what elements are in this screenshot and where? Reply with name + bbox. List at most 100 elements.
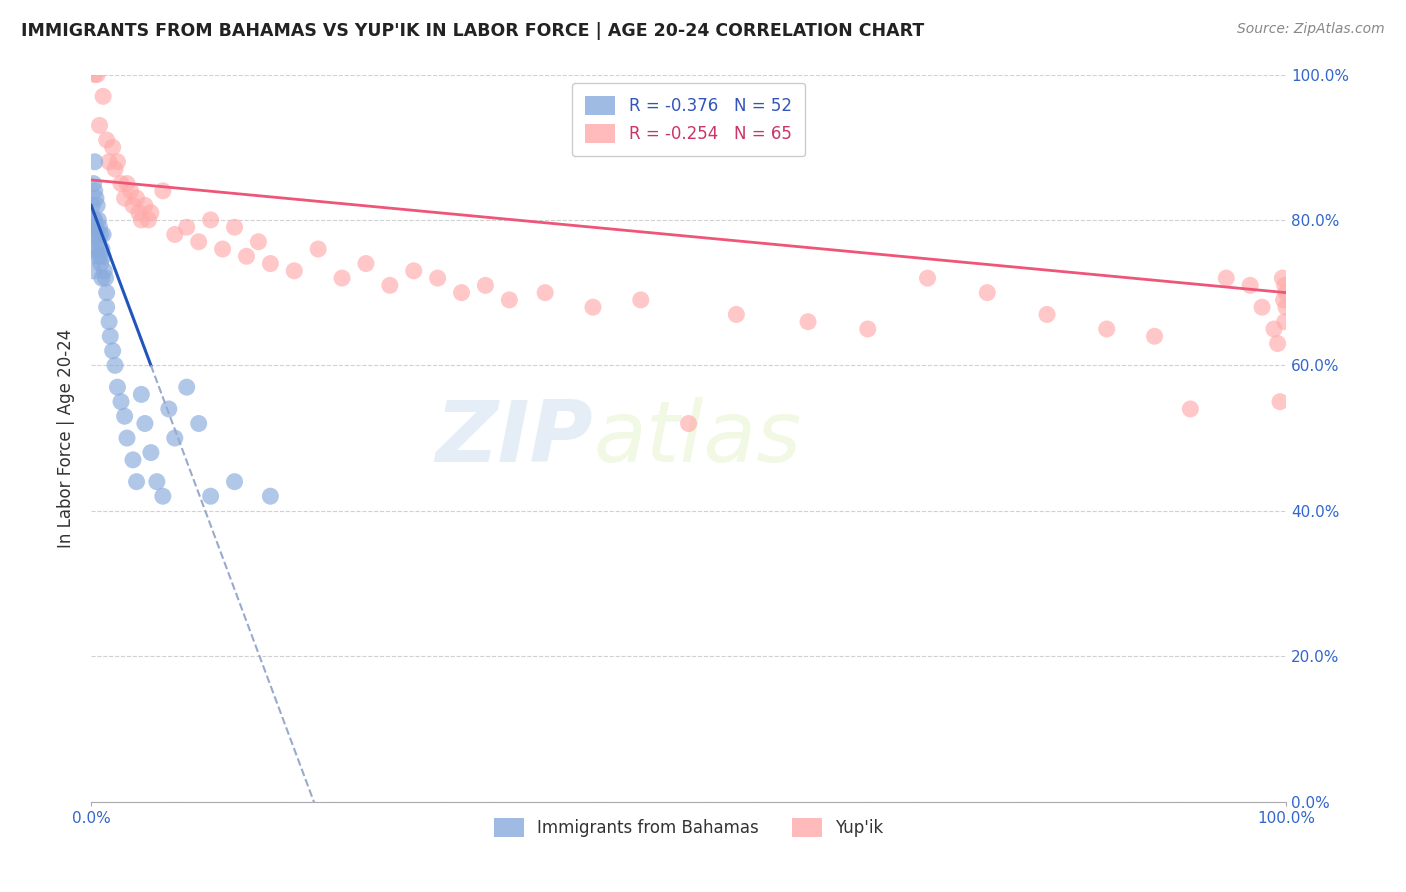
Point — [90, 227, 112, 242]
Point — [1271, 271, 1294, 285]
Y-axis label: In Labor Force | Age 20-24: In Labor Force | Age 20-24 — [58, 328, 75, 548]
Point — [107, 380, 129, 394]
Point — [224, 475, 246, 489]
Point — [224, 220, 246, 235]
Point — [134, 198, 156, 212]
Point — [200, 213, 222, 227]
Point — [1274, 278, 1296, 293]
Point — [98, 329, 121, 343]
Point — [131, 387, 153, 401]
Point — [1263, 322, 1285, 336]
Point — [354, 256, 377, 270]
Point — [114, 409, 136, 424]
Point — [93, 264, 115, 278]
Point — [84, 220, 107, 235]
Text: atlas: atlas — [593, 397, 801, 480]
Point — [138, 213, 160, 227]
Point — [678, 417, 700, 431]
Point — [82, 198, 104, 212]
Point — [96, 133, 118, 147]
Point — [152, 489, 174, 503]
Point — [83, 213, 105, 227]
Point — [917, 271, 939, 285]
Point — [104, 162, 127, 177]
Point — [96, 300, 118, 314]
Point — [630, 293, 652, 307]
Point — [104, 359, 127, 373]
Point — [1251, 300, 1274, 314]
Point — [87, 213, 110, 227]
Point — [1267, 336, 1289, 351]
Point — [259, 256, 281, 270]
Point — [187, 417, 209, 431]
Point — [125, 475, 148, 489]
Point — [86, 68, 108, 82]
Point — [122, 453, 145, 467]
Point — [131, 213, 153, 227]
Point — [86, 249, 108, 263]
Point — [259, 489, 281, 503]
Point — [83, 177, 105, 191]
Point — [139, 205, 162, 219]
Point — [83, 184, 105, 198]
Text: ZIP: ZIP — [436, 397, 593, 480]
Point — [725, 308, 748, 322]
Point — [82, 242, 104, 256]
Point — [91, 249, 114, 263]
Point — [450, 285, 472, 300]
Point — [283, 264, 305, 278]
Point — [83, 213, 105, 227]
Point — [146, 475, 169, 489]
Point — [107, 154, 129, 169]
Point — [89, 220, 111, 235]
Point — [125, 191, 148, 205]
Point — [426, 271, 449, 285]
Point — [101, 140, 124, 154]
Point — [120, 184, 142, 198]
Point — [114, 191, 136, 205]
Point — [83, 227, 105, 242]
Point — [582, 300, 605, 314]
Point — [90, 271, 112, 285]
Point — [1275, 300, 1298, 314]
Point — [498, 293, 520, 307]
Point — [176, 220, 198, 235]
Point — [157, 401, 180, 416]
Point — [83, 264, 105, 278]
Point — [83, 154, 105, 169]
Point — [98, 154, 121, 169]
Point — [797, 315, 820, 329]
Point — [98, 315, 121, 329]
Point — [163, 227, 186, 242]
Point — [115, 431, 138, 445]
Point — [1180, 401, 1202, 416]
Point — [976, 285, 998, 300]
Point — [1215, 271, 1237, 285]
Point — [378, 278, 401, 293]
Point — [91, 89, 114, 103]
Point — [86, 227, 108, 242]
Point — [1275, 285, 1298, 300]
Point — [534, 285, 557, 300]
Point — [330, 271, 353, 285]
Point — [1272, 293, 1295, 307]
Point — [152, 184, 174, 198]
Point — [247, 235, 270, 249]
Point — [1036, 308, 1059, 322]
Point — [115, 177, 138, 191]
Point — [91, 227, 114, 242]
Point — [176, 380, 198, 394]
Point — [84, 242, 107, 256]
Point — [83, 68, 105, 82]
Point — [90, 242, 112, 256]
Point — [200, 489, 222, 503]
Text: IMMIGRANTS FROM BAHAMAS VS YUP'IK IN LABOR FORCE | AGE 20-24 CORRELATION CHART: IMMIGRANTS FROM BAHAMAS VS YUP'IK IN LAB… — [21, 22, 924, 40]
Point — [89, 249, 111, 263]
Point — [1095, 322, 1118, 336]
Point — [101, 343, 124, 358]
Point — [84, 191, 107, 205]
Point — [1239, 278, 1261, 293]
Legend: Immigrants from Bahamas, Yup'ik: Immigrants from Bahamas, Yup'ik — [486, 812, 890, 844]
Point — [128, 205, 150, 219]
Point — [110, 177, 132, 191]
